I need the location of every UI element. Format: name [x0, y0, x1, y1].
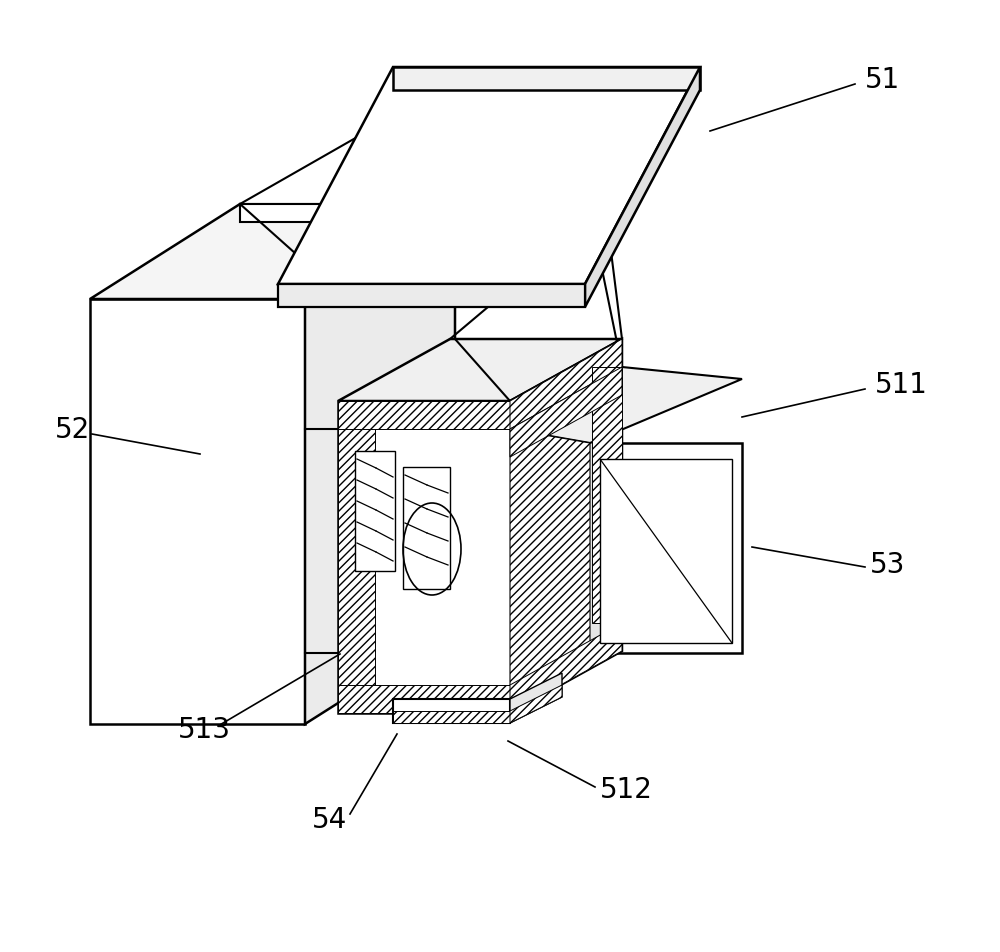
Polygon shape — [278, 68, 700, 285]
Polygon shape — [592, 367, 622, 624]
Polygon shape — [338, 340, 622, 402]
Text: 52: 52 — [55, 416, 90, 444]
Polygon shape — [90, 300, 305, 724]
Text: 512: 512 — [600, 775, 653, 803]
Polygon shape — [375, 429, 510, 685]
Polygon shape — [305, 205, 455, 724]
Polygon shape — [520, 218, 590, 281]
Polygon shape — [510, 624, 622, 713]
Text: 513: 513 — [178, 715, 231, 744]
Polygon shape — [393, 68, 700, 90]
Polygon shape — [240, 205, 455, 223]
Polygon shape — [600, 460, 732, 644]
Text: 54: 54 — [312, 805, 347, 833]
Polygon shape — [393, 711, 510, 724]
Polygon shape — [90, 205, 455, 300]
Polygon shape — [355, 451, 395, 571]
Polygon shape — [510, 367, 742, 444]
Polygon shape — [338, 402, 510, 713]
Polygon shape — [510, 673, 562, 724]
Polygon shape — [585, 68, 700, 307]
Text: 51: 51 — [865, 66, 900, 94]
Polygon shape — [510, 340, 622, 429]
Polygon shape — [510, 429, 590, 713]
Polygon shape — [240, 125, 595, 205]
Polygon shape — [338, 402, 375, 713]
Text: 53: 53 — [870, 550, 905, 579]
Polygon shape — [393, 700, 510, 724]
Polygon shape — [590, 444, 742, 653]
Polygon shape — [510, 685, 562, 724]
Polygon shape — [455, 125, 595, 223]
Text: 511: 511 — [875, 370, 928, 399]
Polygon shape — [510, 340, 622, 713]
Polygon shape — [305, 263, 520, 281]
Polygon shape — [278, 285, 585, 307]
Polygon shape — [338, 685, 510, 713]
Polygon shape — [338, 402, 510, 429]
Polygon shape — [305, 218, 590, 263]
Polygon shape — [403, 467, 450, 589]
Polygon shape — [510, 367, 622, 458]
